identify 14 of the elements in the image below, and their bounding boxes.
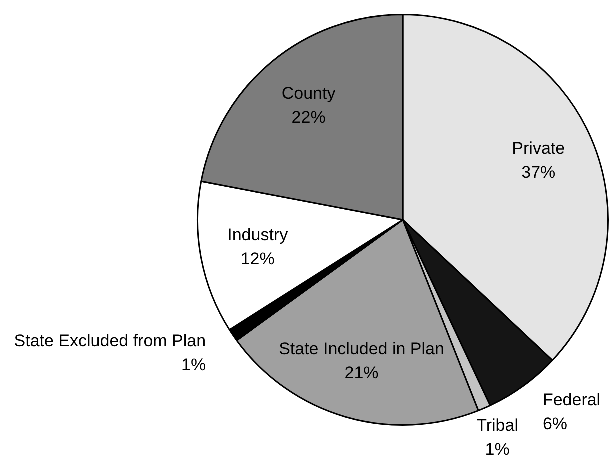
- data-label: 22%: [292, 108, 326, 127]
- slice-label: Private: [512, 138, 566, 158]
- slice-label: Tribal: [476, 416, 518, 436]
- slice-label: State Included in Plan: [279, 340, 444, 359]
- data-label: 1%: [485, 440, 510, 460]
- slice-label: Federal: [542, 390, 601, 410]
- slice-label: Industry: [228, 225, 289, 244]
- data-label: 12%: [240, 249, 275, 268]
- data-label: 1%: [182, 356, 206, 375]
- data-label: 6%: [542, 414, 568, 434]
- data-label: 21%: [344, 364, 379, 383]
- slice-label: County: [282, 84, 336, 103]
- slice-label: State Excluded from Plan: [14, 332, 206, 351]
- data-label: 37%: [522, 162, 556, 182]
